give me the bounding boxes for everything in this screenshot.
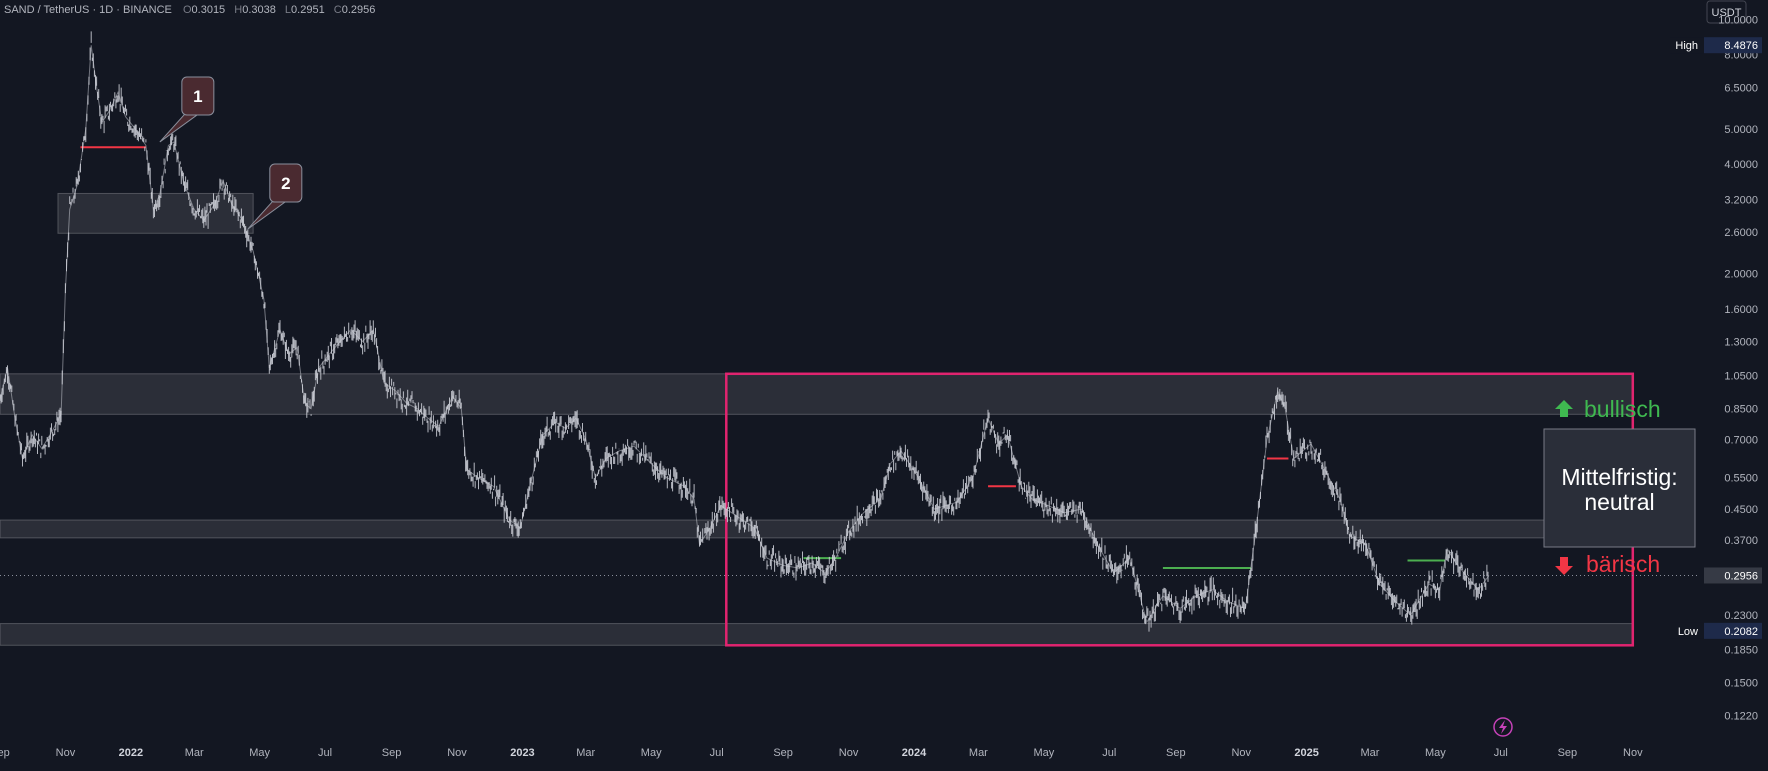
- outlook-line-2: neutral: [1584, 489, 1654, 515]
- ohlc-open-value: 0.3015: [192, 4, 226, 16]
- x-tick-label: 2024: [902, 747, 927, 759]
- x-tick-label: Mar: [969, 747, 988, 759]
- x-tick-label: Nov: [839, 747, 859, 759]
- ohlc-high-value: 0.3038: [242, 4, 276, 16]
- price-zone: [0, 623, 1634, 646]
- y-tick-label: 0.7000: [1724, 434, 1758, 446]
- y-tick-label: 1.6000: [1724, 304, 1758, 316]
- price-bars: [0, 31, 1489, 632]
- ohlc-close-value: 0.2956: [342, 4, 376, 16]
- x-tick-label: Mar: [576, 747, 595, 759]
- bullish-annotation: bullisch: [1555, 396, 1661, 422]
- callout-2[interactable]: 2: [247, 163, 303, 230]
- price-line: [0, 45, 1490, 624]
- y-tick-label: 1.3000: [1724, 337, 1758, 349]
- callout-label: 1: [193, 87, 202, 106]
- support-resistance-zones: [0, 192, 1634, 646]
- callout-box: [181, 76, 215, 116]
- bearish-annotation: bärisch: [1555, 551, 1660, 577]
- x-tick-label: Sep: [0, 747, 10, 759]
- x-tick-label: Jul: [318, 747, 332, 759]
- y-tick-label: 0.5500: [1724, 472, 1758, 484]
- y-tick-label: 3.2000: [1724, 194, 1758, 206]
- symbol-title[interactable]: SAND / TetherUS · 1D · BINANCE: [4, 4, 172, 16]
- x-tick-label: Sep: [1166, 747, 1186, 759]
- ohlc-high-label: H: [234, 4, 242, 16]
- y-tick-label: 0.4500: [1724, 504, 1758, 516]
- y-tick-label: 0.1220: [1724, 710, 1758, 722]
- ohlc-close-label: C: [334, 4, 342, 16]
- price-axis[interactable]: 10.00008.00006.50005.00004.00003.20002.6…: [1718, 14, 1758, 722]
- x-tick-label: May: [249, 747, 270, 759]
- x-tick-label: Nov: [1231, 747, 1251, 759]
- x-tick-label: Nov: [56, 747, 76, 759]
- callout-box: [269, 163, 303, 203]
- y-tick-label: 2.6000: [1724, 227, 1758, 239]
- current-price-marker: 0.2956: [1704, 567, 1762, 584]
- current-price-marker-value: 0.2956: [1724, 570, 1758, 582]
- x-tick-label: Sep: [382, 747, 402, 759]
- high-marker: High 8.4876: [1670, 37, 1762, 54]
- level-lines: [80, 146, 1446, 569]
- arrow-up-icon: [1555, 400, 1573, 417]
- price-zone: [0, 519, 1634, 539]
- svg-text:SAND / TetherUS · 1D · BINANCE: SAND / TetherUS · 1D · BINANCE O0.3015 H…: [4, 4, 375, 16]
- currency-label: USDT: [1712, 7, 1742, 19]
- y-tick-label: 0.1500: [1724, 678, 1758, 690]
- ohlc-low-label: L: [285, 4, 291, 16]
- x-tick-label: May: [641, 747, 662, 759]
- x-tick-label: 2025: [1294, 747, 1318, 759]
- lightning-icon[interactable]: [1493, 717, 1513, 737]
- x-tick-label: Jul: [1102, 747, 1116, 759]
- callout-label: 2: [281, 174, 290, 193]
- bullish-label: bullisch: [1584, 396, 1661, 422]
- x-tick-label: Sep: [773, 747, 793, 759]
- callout-1[interactable]: 1: [159, 76, 215, 143]
- outlook-line-1: Mittelfristig:: [1561, 464, 1677, 490]
- y-tick-label: 0.8500: [1724, 404, 1758, 416]
- ohlc-low-value: 0.2951: [291, 4, 325, 16]
- x-tick-label: Sep: [1558, 747, 1578, 759]
- x-tick-label: Mar: [1360, 747, 1379, 759]
- y-tick-label: 4.0000: [1724, 159, 1758, 171]
- y-tick-label: 10.0000: [1718, 14, 1758, 26]
- low-marker: Low 0.2082: [1670, 622, 1762, 639]
- y-tick-label: 6.5000: [1724, 82, 1758, 94]
- high-marker-label: High: [1675, 40, 1698, 52]
- y-tick-label: 5.0000: [1724, 124, 1758, 136]
- low-marker-value: 0.2082: [1724, 626, 1758, 638]
- y-tick-label: 0.2300: [1724, 610, 1758, 622]
- y-tick-label: 0.1850: [1724, 645, 1758, 657]
- currency-button[interactable]: USDT: [1706, 0, 1747, 24]
- callouts: 12: [159, 76, 303, 230]
- outlook-box: Mittelfristig: neutral: [1543, 428, 1696, 548]
- axis-markers: High 8.4876 Low 0.2082 0.2956: [1670, 37, 1762, 639]
- bearish-label: bärisch: [1586, 551, 1660, 577]
- price-series: [0, 31, 1490, 632]
- callout-pointer: [247, 199, 290, 230]
- time-axis[interactable]: Sep Nov 2022 Mar May Jul Sep Nov 2023 Mar May Jul Se…: [0, 747, 1643, 759]
- x-tick-label: Mar: [185, 747, 204, 759]
- arrow-down-icon: [1555, 557, 1573, 575]
- x-tick-label: Jul: [710, 747, 724, 759]
- y-tick-label: 1.0500: [1724, 370, 1758, 382]
- x-tick-label: May: [1425, 747, 1446, 759]
- x-tick-label: 2022: [119, 747, 143, 759]
- x-tick-label: 2023: [510, 747, 534, 759]
- x-tick-label: May: [1033, 747, 1054, 759]
- low-marker-label: Low: [1678, 626, 1698, 638]
- x-tick-label: Jul: [1494, 747, 1508, 759]
- y-tick-label: 2.0000: [1724, 269, 1758, 281]
- x-tick-label: Nov: [1623, 747, 1643, 759]
- price-zone: [0, 373, 1634, 415]
- x-tick-label: Nov: [447, 747, 467, 759]
- high-marker-value: 8.4876: [1724, 40, 1758, 52]
- callout-pointer: [159, 112, 202, 143]
- ohlc-open-label: O: [183, 4, 192, 16]
- y-tick-label: 0.3700: [1724, 535, 1758, 547]
